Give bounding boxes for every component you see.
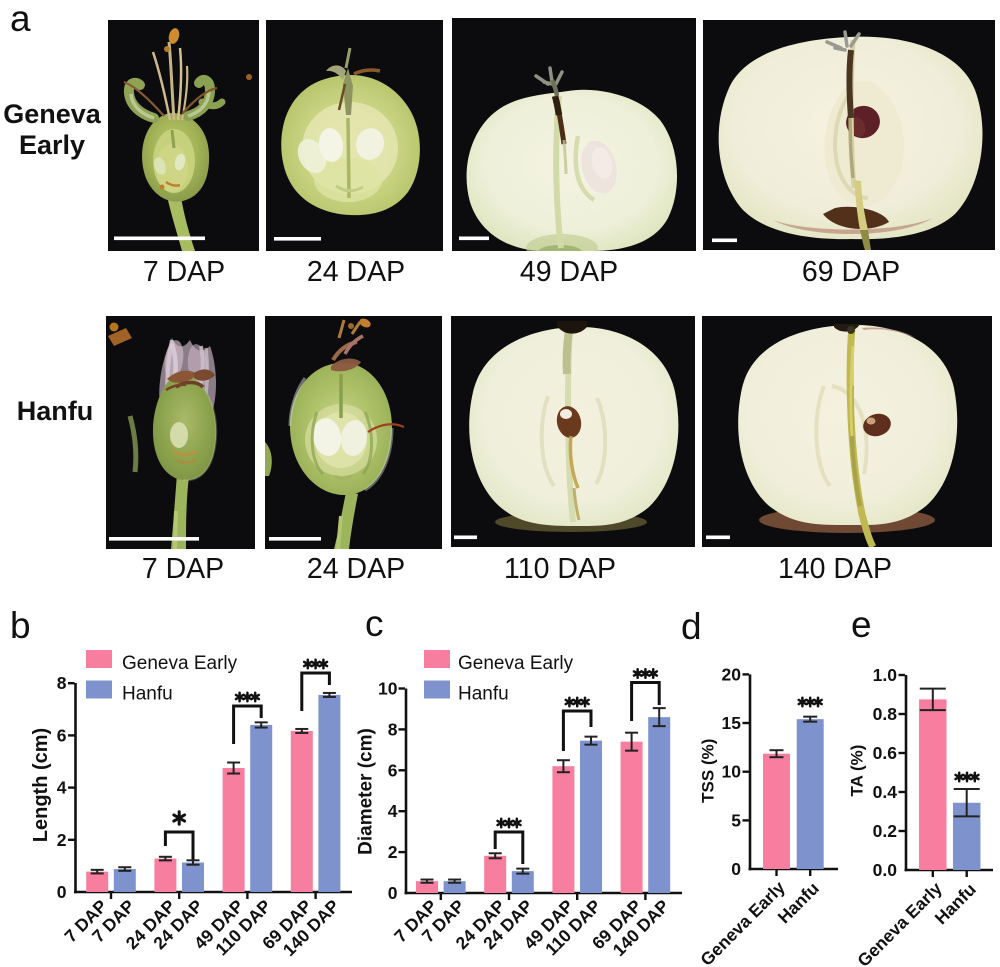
svg-text:10: 10 (378, 679, 398, 699)
svg-text:Geneva Early: Geneva Early (458, 653, 574, 674)
svg-text:15: 15 (722, 713, 742, 733)
svg-text:0.2: 0.2 (873, 821, 898, 841)
svg-text:4: 4 (388, 801, 398, 821)
svg-text:Geneva Early: Geneva Early (696, 877, 789, 967)
svg-text:Diameter (cm): Diameter (cm) (356, 728, 377, 855)
svg-text:0: 0 (731, 859, 741, 879)
svg-text:1.0: 1.0 (873, 665, 898, 685)
svg-text:0.6: 0.6 (873, 743, 898, 763)
svg-text:20: 20 (722, 664, 742, 684)
svg-text:0.0: 0.0 (873, 860, 898, 880)
svg-text:Geneva Early: Geneva Early (853, 878, 946, 967)
svg-text:Hanfu: Hanfu (458, 684, 509, 705)
svg-text:0: 0 (388, 883, 398, 903)
svg-text:2: 2 (388, 842, 398, 862)
svg-text:6: 6 (57, 725, 67, 745)
svg-text:0.8: 0.8 (873, 704, 898, 724)
svg-text:4: 4 (57, 778, 67, 798)
svg-text:10: 10 (722, 762, 742, 782)
svg-text:TA (%): TA (%) (848, 745, 867, 797)
svg-text:8: 8 (388, 719, 398, 739)
svg-text:6: 6 (388, 760, 398, 780)
svg-text:0: 0 (57, 882, 67, 902)
svg-text:TSS (%): TSS (%) (699, 739, 718, 803)
svg-text:8: 8 (57, 673, 67, 693)
svg-text:Length (cm): Length (cm) (30, 728, 52, 842)
svg-text:5: 5 (731, 810, 741, 830)
svg-text:Hanfu: Hanfu (122, 684, 173, 705)
svg-text:2: 2 (57, 830, 67, 850)
svg-text:Geneva Early: Geneva Early (122, 653, 238, 674)
svg-text:0.4: 0.4 (873, 782, 898, 802)
